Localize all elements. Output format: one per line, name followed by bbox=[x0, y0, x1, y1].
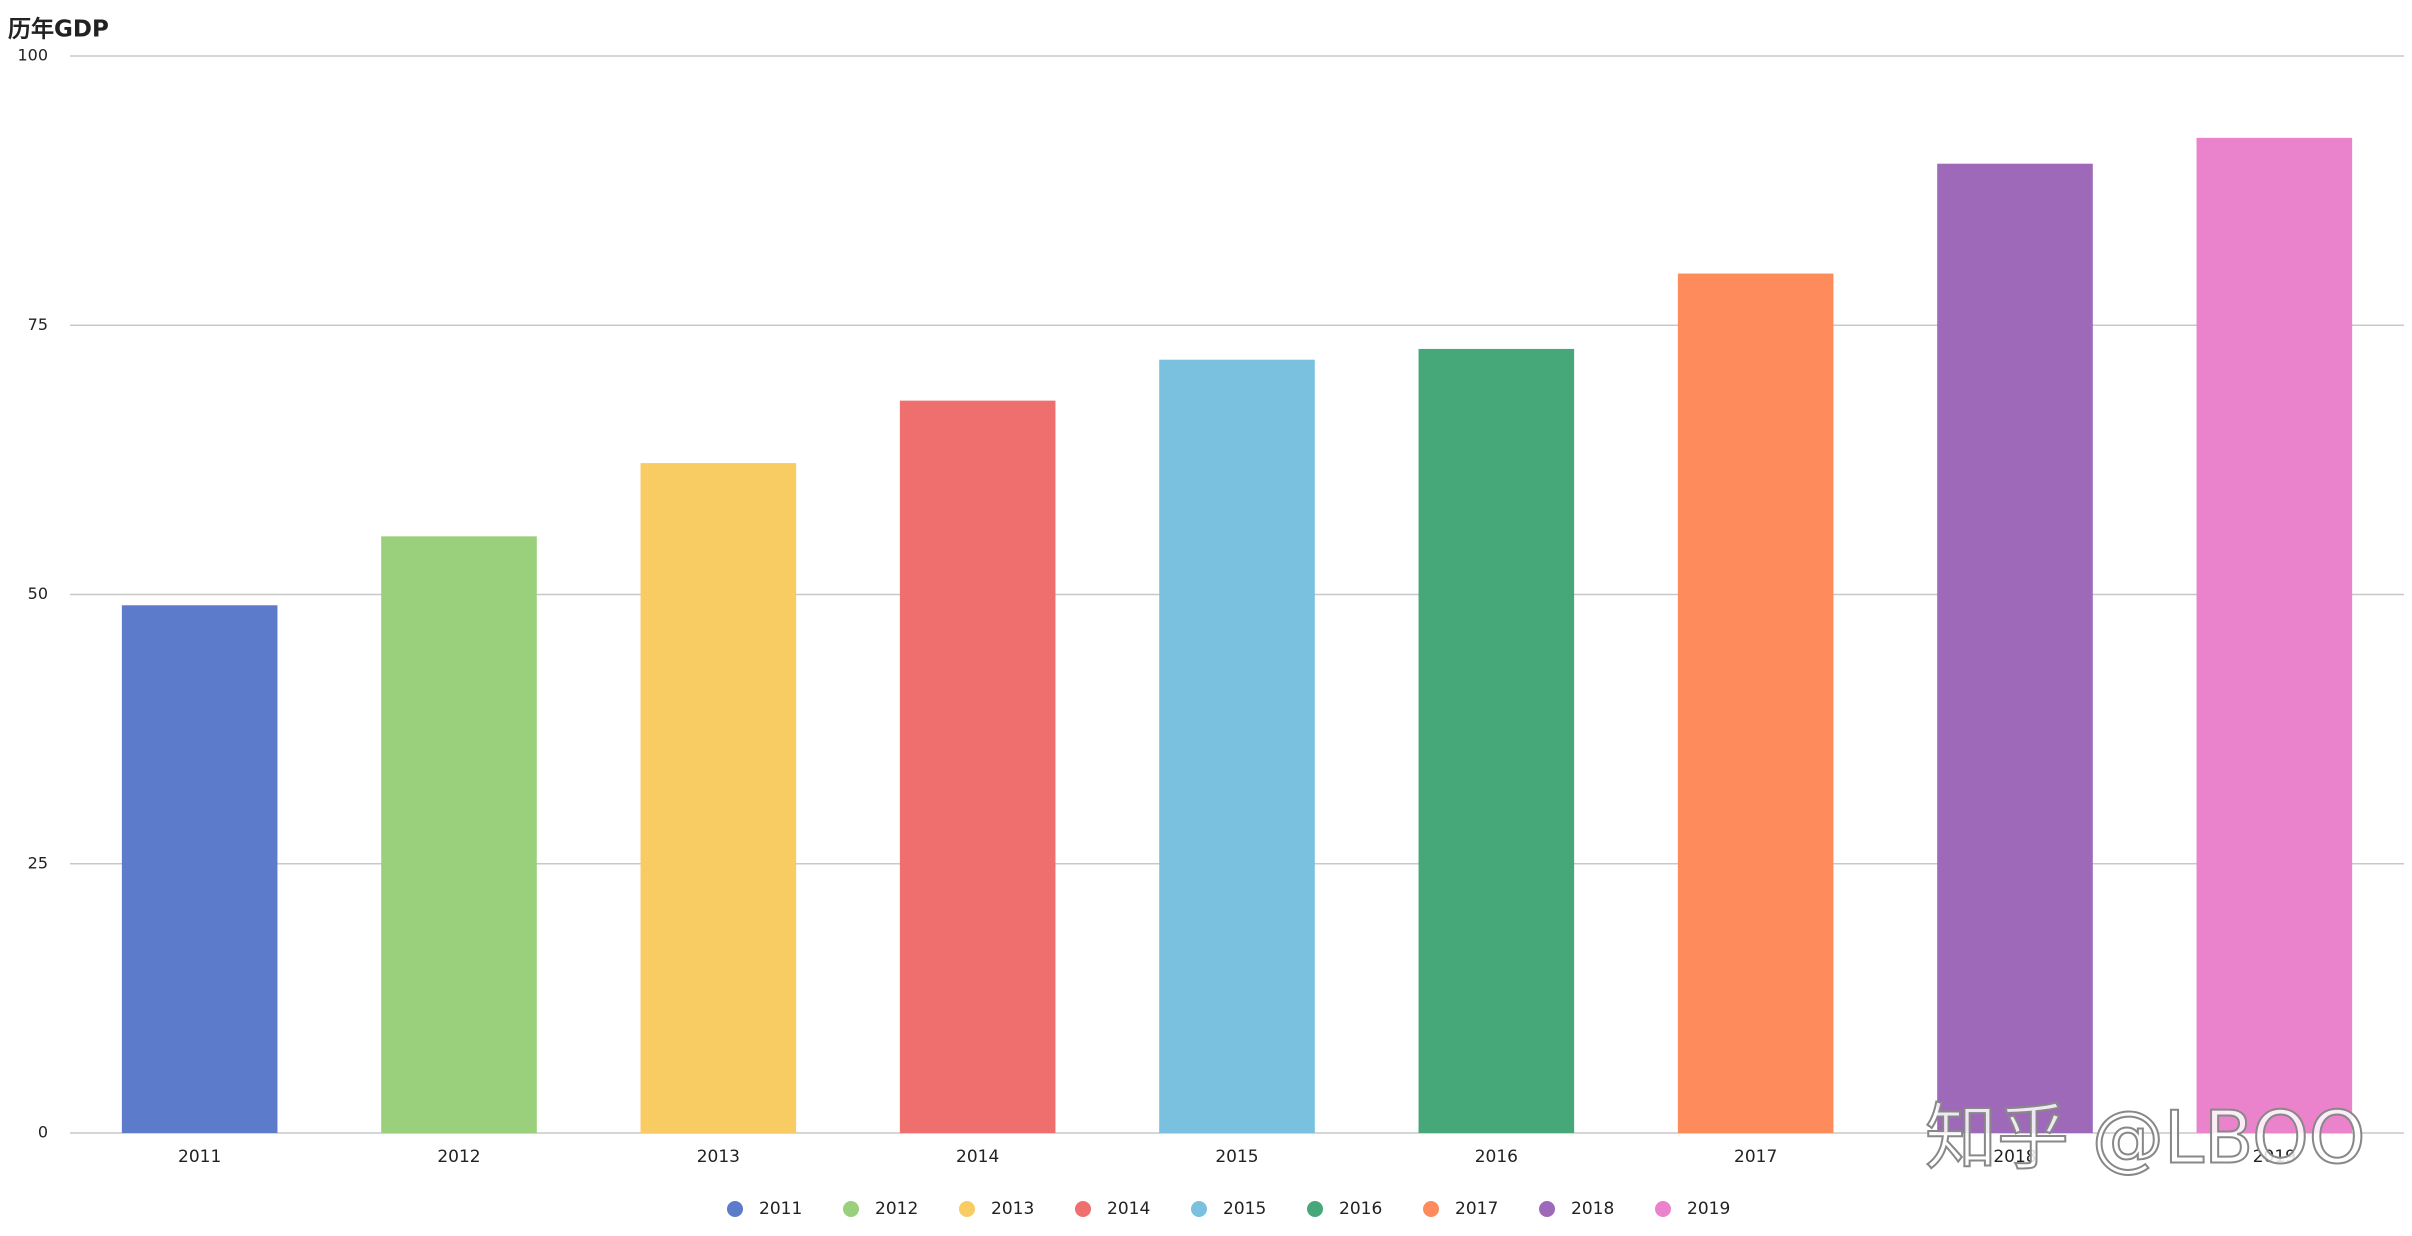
legend-marker bbox=[1307, 1201, 1323, 1217]
bar bbox=[381, 536, 537, 1133]
x-tick-label: 2015 bbox=[1215, 1147, 1258, 1167]
watermark: 知乎 @LBOO bbox=[1925, 1096, 2365, 1180]
legend-marker bbox=[843, 1201, 859, 1217]
legend-marker bbox=[1423, 1201, 1439, 1217]
legend-label: 2015 bbox=[1223, 1199, 1266, 1219]
legend-marker bbox=[1075, 1201, 1091, 1217]
y-tick-label: 25 bbox=[28, 853, 48, 872]
legend-label: 2011 bbox=[759, 1199, 802, 1219]
x-tick-label: 2014 bbox=[956, 1147, 999, 1167]
y-tick-label: 0 bbox=[38, 1123, 48, 1142]
legend-label: 2012 bbox=[875, 1199, 918, 1219]
bar bbox=[121, 605, 278, 1133]
legend-label: 2017 bbox=[1455, 1199, 1498, 1219]
legend-marker bbox=[727, 1201, 743, 1217]
bar bbox=[640, 463, 797, 1134]
x-tick-label: 2012 bbox=[437, 1147, 480, 1167]
x-tick-label: 2017 bbox=[1734, 1147, 1777, 1167]
bar bbox=[899, 400, 1056, 1133]
bar bbox=[1418, 348, 1575, 1134]
legend-label: 2014 bbox=[1107, 1199, 1150, 1219]
legend-label: 2013 bbox=[991, 1199, 1034, 1219]
x-tick-label: 2013 bbox=[697, 1147, 740, 1167]
y-tick-label: 50 bbox=[28, 584, 48, 603]
x-tick-label: 2011 bbox=[178, 1147, 221, 1167]
legend-marker bbox=[959, 1201, 975, 1217]
y-tick-label: 100 bbox=[17, 46, 48, 65]
legend-marker bbox=[1539, 1201, 1555, 1217]
bar bbox=[2196, 137, 2353, 1134]
x-tick-label: 2016 bbox=[1475, 1147, 1518, 1167]
legend-marker bbox=[1655, 1201, 1671, 1217]
x-tick-label: 2018 bbox=[1993, 1147, 2036, 1167]
legend-marker bbox=[1191, 1201, 1207, 1217]
legend-label: 2019 bbox=[1687, 1199, 1730, 1219]
bar bbox=[1937, 163, 2093, 1133]
legend-label: 2018 bbox=[1571, 1199, 1614, 1219]
bar bbox=[1159, 359, 1315, 1133]
y-tick-label: 75 bbox=[28, 315, 48, 334]
legend-label: 2016 bbox=[1339, 1199, 1382, 1219]
bar bbox=[1677, 273, 1834, 1134]
x-tick-label: 2019 bbox=[2253, 1147, 2296, 1167]
chart-title: 历年GDP bbox=[8, 16, 109, 43]
